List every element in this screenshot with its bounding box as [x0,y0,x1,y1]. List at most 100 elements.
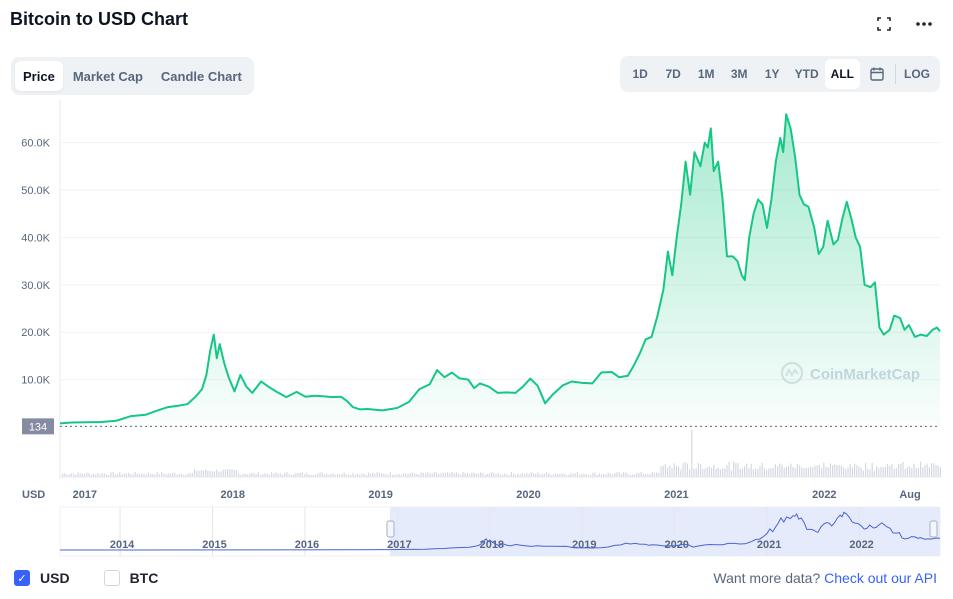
volume-bar [431,473,433,477]
volume-bar [739,468,741,477]
fullscreen-icon[interactable] [875,15,893,33]
volume-bar [469,473,471,477]
volume-bar [189,473,191,477]
volume-bar [66,474,68,477]
volume-bar [898,464,900,477]
volume-bar [785,466,787,477]
volume-bar [733,461,735,477]
volume-bar [295,472,297,477]
volume-bar [752,469,754,477]
navigator-handle-right[interactable] [929,520,938,538]
volume-bar [620,473,622,477]
volume-bar [376,472,378,477]
range-ytd[interactable]: YTD [794,67,819,81]
btc-checkbox[interactable] [103,570,120,586]
volume-bar [381,473,383,477]
range-1d[interactable]: 1D [632,67,648,81]
btc-legend-label: BTC [129,570,159,586]
tab-market-cap[interactable]: Market Cap [72,68,143,84]
navigator-tick-label: 2016 [295,539,319,551]
volume-bar [350,475,352,477]
volume-bar [924,465,926,477]
volume-bar [400,474,402,477]
volume-bar [213,471,215,477]
navigator-handle-left[interactable] [386,520,395,538]
volume-bar [530,472,532,477]
volume-bar [231,469,233,477]
navigator-line [59,511,941,551]
usd-checkbox[interactable]: ✓ [14,570,30,586]
volume-bar [587,474,589,477]
volume-bar [557,474,559,477]
volume-bar [246,474,248,477]
volume-bar [803,468,805,477]
volume-bar [312,474,314,477]
volume-bar [405,473,407,477]
volume-bar [125,473,127,477]
volume-bar [359,474,361,477]
volume-bar [869,469,871,477]
volume-bar [770,468,772,477]
volume-bar [926,463,928,477]
api-link[interactable]: Check out our API [824,570,937,586]
volume-bar [728,462,730,477]
volume-bar [675,465,677,477]
volume-bar [640,472,642,477]
range-7d[interactable]: 7D [665,67,681,81]
volume-bar [194,469,196,477]
tab-price[interactable]: Price [15,61,63,91]
volume-bar [821,468,823,477]
range-3m[interactable]: 3M [730,67,748,81]
log-toggle[interactable]: LOG [904,67,930,81]
volume-bar [774,464,776,477]
volume-bar [671,467,673,477]
volume-bar [849,464,851,477]
volume-bar [433,472,435,477]
range-all[interactable]: ALL [824,59,860,89]
volume-bar [741,468,743,477]
volume-bar [783,467,785,477]
x-tick-label: 2020 [516,489,540,501]
volume-bar [726,465,728,477]
volume-bar [629,474,631,477]
volume-bar [829,463,831,477]
volume-bar [559,473,561,477]
price-area [60,114,940,427]
volume-bar [233,469,235,477]
volume-bar [605,474,607,477]
volume-bar [86,472,88,477]
volume-bar [211,471,213,477]
range-1m[interactable]: 1M [697,67,715,81]
volume-bar [62,473,64,477]
volume-bar [330,474,332,477]
navigator-tick-label: 2015 [202,539,226,551]
calendar-icon[interactable] [860,59,893,89]
volume-bar [172,472,174,477]
volume-bar [235,470,237,477]
y-tick-label: 40.0K [21,232,50,244]
volume-bar [409,473,411,477]
more-icon[interactable] [915,15,933,33]
volume-bar [790,463,792,477]
volume-bar [548,473,550,477]
volume-bar [191,473,193,477]
volume-bar [678,466,680,477]
price-chart[interactable]: 10.0K20.0K30.0K40.0K50.0K60.0KCoinMarket… [0,100,953,562]
volume-bar [84,474,86,477]
volume-bar [477,473,479,477]
tab-candle-chart[interactable]: Candle Chart [160,68,242,84]
y-tick-label: 60.0K [21,138,50,150]
volume-bar [70,473,72,477]
volume-bar [697,463,699,477]
volume-bar [229,469,231,477]
range-1y[interactable]: 1Y [764,67,780,81]
volume-bar [581,473,583,477]
volume-bar [814,465,816,477]
volume-bar [187,473,189,477]
volume-bar [251,472,253,477]
volume-bar [706,467,708,477]
volume-bar [411,472,413,477]
volume-bar [414,473,416,477]
volume-bar [343,472,345,477]
volume-bar [895,468,897,477]
